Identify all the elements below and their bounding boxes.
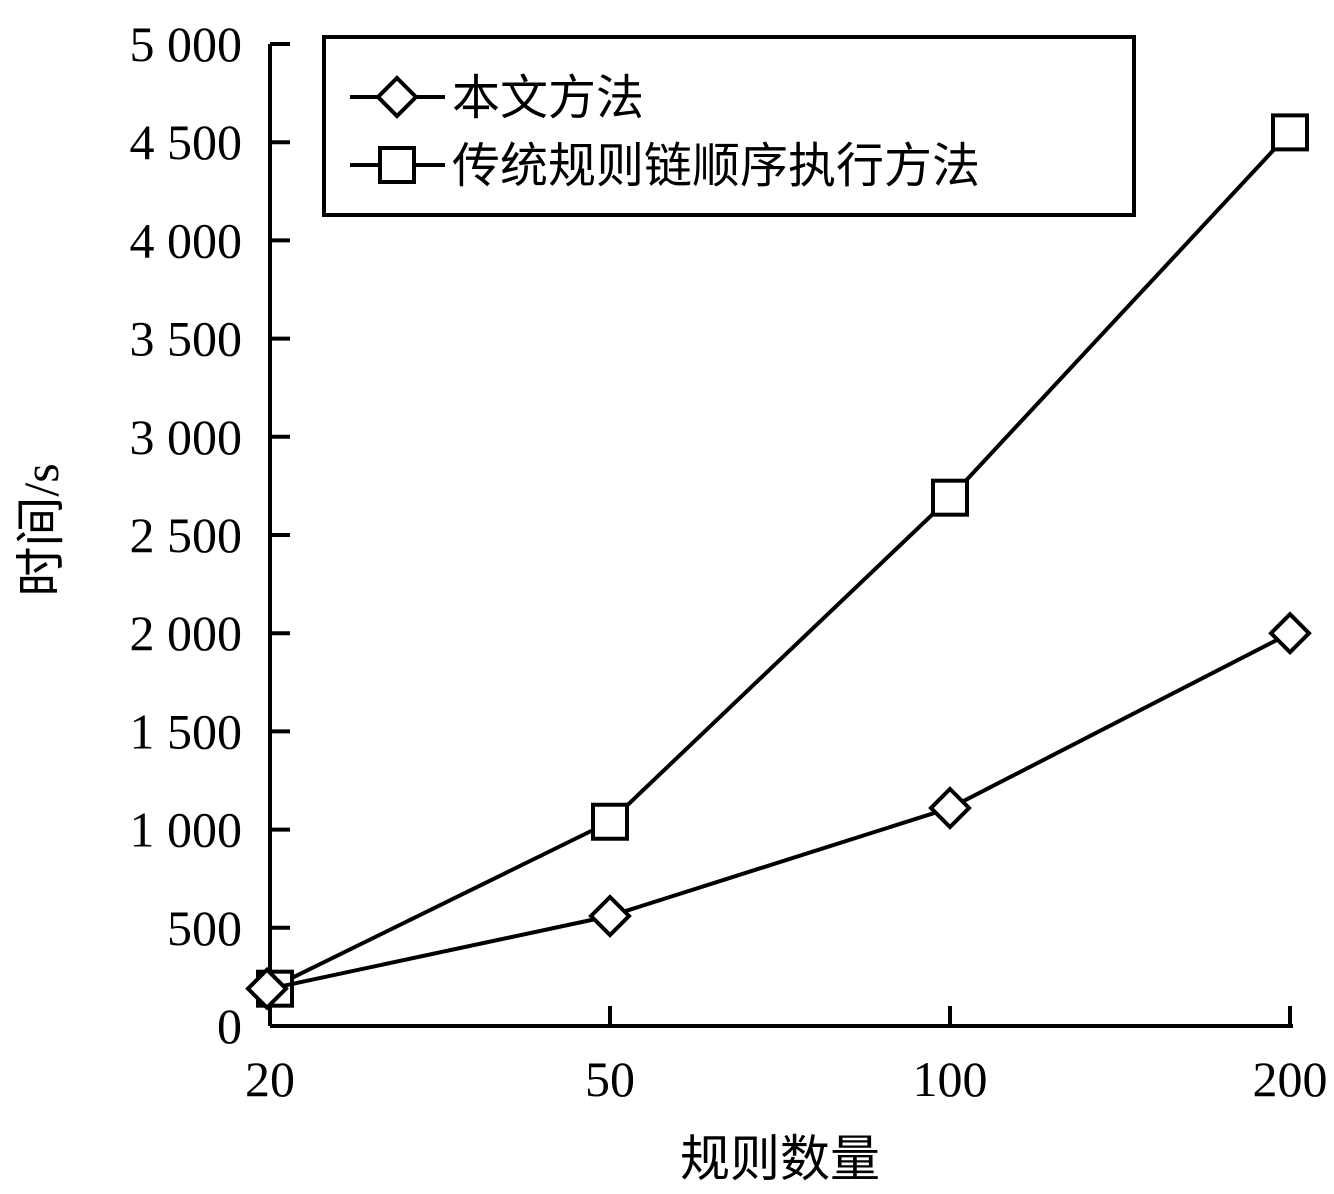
series-square <box>256 113 1309 1008</box>
data-point-diamond <box>928 786 972 830</box>
series-line-diamond <box>269 631 1291 991</box>
data-point-square <box>1271 113 1309 152</box>
series-line-square <box>269 131 1292 991</box>
x-tick-label: 200 <box>1253 1051 1328 1107</box>
series-layer <box>245 113 1312 1011</box>
y-tick-label: 1 000 <box>130 802 243 858</box>
y-tick-label: 1 500 <box>130 703 243 759</box>
x-tick-label: 100 <box>913 1051 988 1107</box>
y-tick-label: 500 <box>167 900 242 956</box>
x-tick-label: 20 <box>245 1051 295 1107</box>
legend-item-square: 传统规则链顺序执行方法 <box>350 140 980 193</box>
legend-marker-diamond <box>375 75 419 119</box>
data-point-diamond <box>588 894 632 938</box>
y-tick-label: 3 000 <box>130 409 243 465</box>
y-ticks: 0 500 1 000 1 500 2 000 2 500 3 000 3 500 4 000 4… <box>130 16 290 1054</box>
data-point-diamond <box>1268 611 1312 656</box>
x-ticks: 20 50 100 200 <box>245 1006 1328 1107</box>
legend-marker-square <box>378 146 416 184</box>
legend-label: 传统规则链顺序执行方法 <box>452 140 980 193</box>
legend-label: 本文方法 <box>452 72 644 125</box>
x-axis-title: 规则数量 <box>680 1131 880 1187</box>
y-tick-label: 5 000 <box>130 16 243 72</box>
y-tick-label: 2 500 <box>130 507 243 563</box>
x-tick-label: 50 <box>585 1051 635 1107</box>
data-point-square <box>591 802 629 841</box>
y-tick-label: 4 500 <box>130 114 243 170</box>
y-tick-label: 2 000 <box>130 605 243 661</box>
legend-box <box>322 35 1136 217</box>
legend-item-diamond: 本文方法 <box>350 72 644 125</box>
y-axis-title: 时间/s <box>13 463 69 596</box>
y-tick-label: 3 500 <box>130 311 243 367</box>
data-point-square <box>931 478 969 517</box>
series-diamond <box>245 611 1312 1011</box>
data-point-diamond <box>245 966 289 1011</box>
y-tick-label: 0 <box>217 998 242 1054</box>
y-tick-label: 4 000 <box>130 212 243 268</box>
